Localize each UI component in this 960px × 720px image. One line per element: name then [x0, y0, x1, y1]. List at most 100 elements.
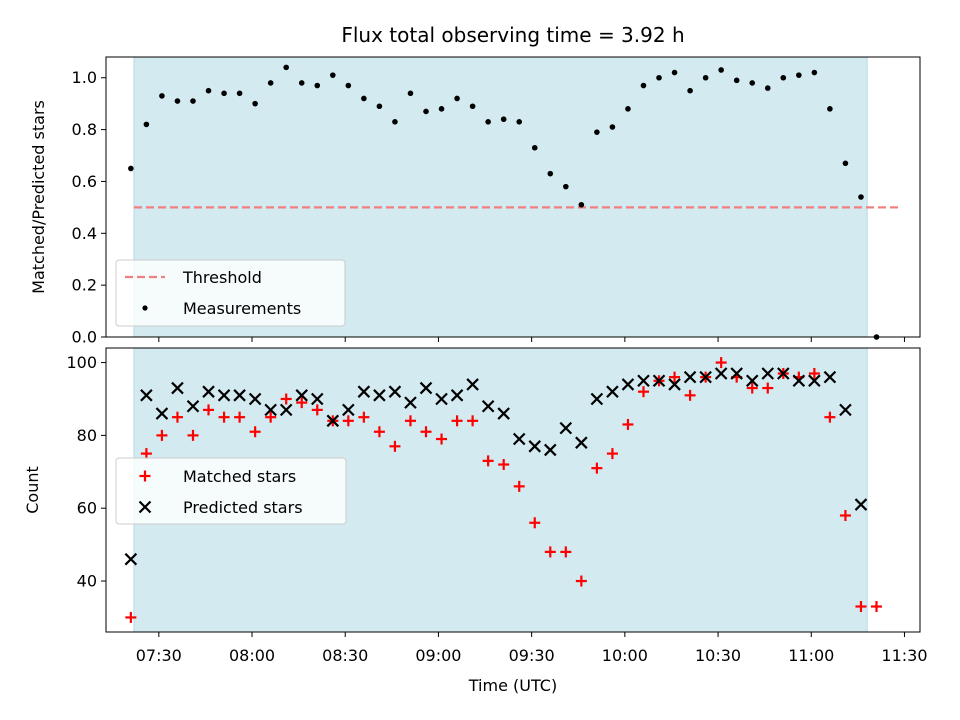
predicted-star-marker: [326, 414, 340, 428]
measurement-point: [469, 103, 476, 110]
measurement-point: [547, 170, 554, 177]
measurement-point: [827, 106, 833, 112]
measurement-point: [796, 72, 802, 78]
predicted-star-markers: [124, 367, 868, 566]
time-x-tick-label: 10:30: [695, 646, 741, 665]
predicted-star-marker-b: [652, 374, 666, 388]
measurement-point: [858, 194, 864, 200]
measurement-point: [314, 82, 321, 89]
matched-star-marker: [467, 415, 479, 427]
time-x-axis-label: Time (UTC): [468, 676, 557, 695]
measurement-point: [438, 106, 445, 112]
measurement-point: [159, 93, 165, 99]
matched-star-marker: [544, 546, 556, 558]
predicted-star-marker-b: [202, 385, 215, 398]
predicted-star-marker-b: [342, 403, 355, 417]
measurement-point: [221, 90, 227, 97]
count-y-ticks: 40 60 80 100: [66, 353, 106, 591]
predicted-star-marker: [606, 385, 619, 398]
measurement-point: [407, 90, 414, 97]
ratio-y-tick-label: 0.0: [72, 328, 97, 347]
predicted-star-marker-b: [761, 367, 775, 380]
measurement-point: [656, 74, 662, 81]
predicted-star-marker: [295, 389, 309, 402]
predicted-star-marker-b: [140, 389, 153, 402]
predicted-star-marker: [668, 378, 681, 391]
predicted-star-marker: [419, 381, 433, 395]
predicted-star-marker-b: [233, 389, 246, 402]
predicted-star-marker: [823, 370, 837, 384]
matched-star-marker: [591, 462, 603, 474]
predicted-star-marker: [264, 403, 277, 417]
time-x-tick-label: 08:30: [322, 646, 368, 665]
time-x-tick-label: 08:00: [229, 646, 275, 665]
predicted-star-marker-b: [777, 367, 790, 380]
predicted-star-marker: [186, 399, 200, 413]
predicted-star-marker: [559, 421, 573, 435]
predicted-star-marker-b: [450, 389, 464, 402]
predicted-star-marker: [124, 552, 138, 566]
count-y-tick-label: 100: [66, 353, 97, 372]
matched-star-marker: [762, 382, 774, 394]
legend-predicted-swatch: [138, 500, 152, 514]
matched-star-marker: [265, 411, 277, 423]
legend-measurements-label: Measurements: [183, 299, 301, 318]
legend-threshold-label: Threshold: [182, 268, 262, 287]
predicted-star-marker-b: [155, 407, 169, 420]
predicted-star-marker: [171, 381, 184, 395]
ratio-y-ticks: 0.0 0.2 0.4 0.6 0.8 1.0: [72, 68, 106, 347]
matched-star-marker: [342, 415, 354, 427]
measurement-point: [454, 95, 460, 102]
count-panel-frame: [105, 347, 921, 633]
ratio-x-ticks: [158, 337, 905, 342]
ratio-legend-box: [115, 259, 346, 327]
predicted-star-marker-b: [357, 385, 371, 398]
predicted-star-marker-b: [714, 367, 728, 380]
measurement-point: [298, 80, 305, 86]
predicted-star-marker-b: [404, 396, 417, 409]
predicted-star-marker: [217, 389, 231, 402]
predicted-star-marker: [761, 367, 775, 380]
legend-predicted-label: Predicted stars: [183, 498, 303, 517]
ratio-panel: 0.0 0.2 0.4 0.6 0.8 1.0 Flux total observing …: [29, 23, 921, 347]
measurement-point: [252, 100, 258, 107]
predicted-star-marker-b: [373, 389, 386, 402]
measurement-point: [563, 183, 569, 190]
matched-star-marker: [125, 611, 137, 623]
predicted-star-marker-b: [279, 403, 293, 417]
measurement-point: [609, 124, 616, 130]
ratio-panel-frame: [105, 56, 921, 338]
matched-star-marker: [871, 601, 883, 613]
measurement-point: [687, 87, 693, 94]
predicted-star-marker: [808, 374, 821, 388]
predicted-star-marker-b: [466, 378, 479, 391]
predicted-star-marker: [155, 407, 169, 420]
predicted-star-marker: [357, 385, 371, 398]
measurement-point: [578, 201, 585, 208]
matched-star-marker: [637, 386, 649, 398]
legend-matched-label: Matched stars: [183, 467, 296, 486]
predicted-star-marker-b: [839, 403, 852, 417]
predicted-star-marker: [792, 374, 806, 388]
chart-title: Flux total observing time = 3.92 h: [341, 23, 684, 47]
legend-predicted-marker-b: [138, 500, 152, 514]
measurement-point: [516, 119, 523, 125]
predicted-star-marker-b: [621, 378, 635, 391]
matched-star-marker: [529, 517, 541, 529]
measurement-point: [236, 90, 243, 97]
predicted-star-marker: [699, 370, 712, 384]
matched-star-marker: [280, 393, 292, 405]
predicted-star-marker-b: [730, 367, 743, 380]
matched-star-marker: [669, 371, 681, 383]
matched-star-marker: [404, 415, 416, 427]
measurement-point: [625, 106, 631, 112]
ratio-y-tick-label: 0.2: [72, 276, 97, 295]
predicted-star-marker-b: [264, 403, 277, 417]
predicted-star-marker-b: [637, 374, 650, 388]
matched-star-marker: [498, 459, 510, 471]
predicted-star-marker-b: [124, 552, 138, 566]
measurement-point: [330, 72, 336, 78]
predicted-star-marker: [854, 498, 868, 511]
predicted-star-marker-b: [823, 370, 837, 384]
predicted-star-marker-b: [248, 392, 262, 406]
